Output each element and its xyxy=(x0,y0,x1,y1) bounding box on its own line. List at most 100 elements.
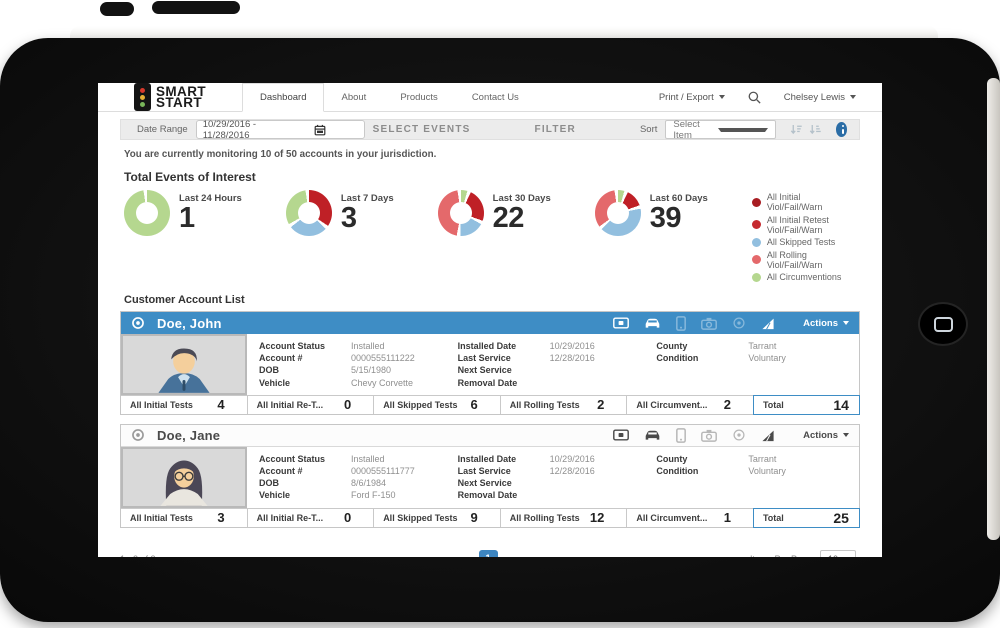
detail-column: Account Status Installed Account #0000555… xyxy=(259,453,415,501)
events-row: Last 24 Hours 1 Last 7 Days 3 Last 30 Da… xyxy=(124,190,856,282)
home-button xyxy=(918,302,968,346)
smart-start-logo[interactable]: SMART START xyxy=(134,83,206,111)
power-button xyxy=(100,2,134,16)
donut-last-24-hours: Last 24 Hours 1 xyxy=(124,190,242,236)
donut-chart xyxy=(437,190,484,236)
donut-last-60-days: Last 60 Days 39 xyxy=(594,190,708,236)
camera-icon[interactable] xyxy=(701,429,718,442)
legend-dot xyxy=(751,197,761,207)
avatar xyxy=(121,446,247,508)
id-card-icon[interactable] xyxy=(613,428,630,442)
car-icon[interactable] xyxy=(644,428,661,442)
tablet-right-edge xyxy=(987,78,1000,540)
sort-descending-icon[interactable] xyxy=(809,123,822,136)
calendar-icon[interactable] xyxy=(283,124,357,136)
stat-cell: All Initial Re-T... 0 xyxy=(246,508,374,527)
donut-chart xyxy=(594,190,641,236)
account-card-jane: Doe, Jane Actions xyxy=(120,423,860,528)
location-target-icon[interactable] xyxy=(732,316,746,330)
caret-down-icon xyxy=(718,95,725,99)
dashboard-screen: SMART START Dashboard About Products Con… xyxy=(98,83,882,557)
signal-icon[interactable] xyxy=(761,317,775,330)
sort-label: Sort xyxy=(639,124,658,135)
top-nav: SMART START Dashboard About Products Con… xyxy=(98,83,882,112)
phone-icon[interactable] xyxy=(676,315,687,331)
signal-icon[interactable] xyxy=(761,429,775,442)
date-range-input[interactable]: 10/29/2016 - 11/28/2016 xyxy=(195,119,365,141)
items-per-page-label: Items Per Page xyxy=(750,554,812,557)
detail-column: Installed Date 10/29/2016 Last Service 12/… xyxy=(457,453,595,501)
caret-down-icon xyxy=(850,95,856,99)
eye-icon[interactable] xyxy=(131,316,145,330)
pagination-range: 1 - 2 of 2 xyxy=(120,554,479,557)
detail-column: County Tarrant Condition Voluntary xyxy=(656,453,786,477)
actions-menu[interactable]: Actions xyxy=(803,318,849,329)
stat-cell: All Initial Tests 3 xyxy=(130,510,225,526)
user-name: Chelsey Lewis xyxy=(783,91,845,103)
stat-cell-total: Total 14 xyxy=(752,394,860,415)
events-section-title: Total Events of Interest xyxy=(124,170,256,184)
legend-item: All Circumventions xyxy=(751,272,856,282)
traffic-light-icon xyxy=(134,83,151,111)
events-legend: All Initial Viol/Fail/Warn All Initial R… xyxy=(751,190,856,282)
stat-cell-total: Total 25 xyxy=(752,507,860,528)
account-name[interactable]: Doe, Jane xyxy=(157,427,221,443)
phone-icon[interactable] xyxy=(676,427,687,443)
legend-dot xyxy=(751,237,761,247)
legend-item: All Initial Viol/Fail/Warn xyxy=(751,192,856,212)
detail-column: County Tarrant Condition Voluntary xyxy=(656,341,786,364)
sort-select[interactable]: Select Item xyxy=(665,119,776,141)
select-events-button[interactable]: SELECT EVENTS xyxy=(372,124,471,135)
stats-row: All Initial Tests 3 All Initial Re-T... 0 … xyxy=(121,507,860,528)
legend-dot xyxy=(751,255,761,264)
detail-column: Account Status Installed Account #0000555… xyxy=(259,341,415,388)
stat-cell: All Skipped Tests 9 xyxy=(373,508,500,527)
items-per-page-select[interactable]: 10 xyxy=(820,550,856,557)
legend-item: All Skipped Tests xyxy=(751,237,856,247)
eye-icon[interactable] xyxy=(131,428,145,442)
tab-products[interactable]: Products xyxy=(400,91,438,103)
donut-last-30-days: Last 30 Days 22 xyxy=(437,190,551,236)
caret-down-icon xyxy=(717,127,768,132)
page-1-button[interactable]: 1 xyxy=(478,549,498,557)
monitoring-summary: You are currently monitoring 10 of 50 ac… xyxy=(124,149,437,160)
stat-cell: All Initial Re-T... 0 xyxy=(246,395,374,414)
id-card-icon[interactable] xyxy=(613,316,630,330)
legend-dot xyxy=(751,220,761,229)
donut-last-7-days: Last 7 Days 3 xyxy=(285,190,394,236)
tab-about[interactable]: About xyxy=(341,91,367,103)
account-name[interactable]: Doe, John xyxy=(157,315,222,331)
location-target-icon[interactable] xyxy=(732,428,746,442)
detail-column: Installed Date 10/29/2016 Last Service 12/… xyxy=(457,341,595,388)
search-icon[interactable] xyxy=(747,90,762,105)
stat-cell: All Circumvent... 1 xyxy=(626,508,753,527)
legend-item: All Initial Retest Viol/Fail/Warn xyxy=(751,215,856,235)
donut-chart xyxy=(285,190,332,236)
nav-tabs: Dashboard About Products Contact Us xyxy=(242,83,536,112)
stat-cell: All Rolling Tests 2 xyxy=(499,395,627,414)
donut-chart xyxy=(124,190,170,236)
print-export-menu[interactable]: Print / Export xyxy=(659,92,725,103)
filter-button[interactable]: FILTER xyxy=(534,124,576,135)
logo-line2: START xyxy=(156,95,202,110)
pagination: 1 - 2 of 2 1 Items Per Page 10 xyxy=(120,549,856,557)
camera-icon[interactable] xyxy=(701,317,718,330)
sort-ascending-icon[interactable] xyxy=(790,123,803,136)
home-button-glyph xyxy=(933,316,953,332)
car-icon[interactable] xyxy=(644,316,661,330)
legend-dot xyxy=(751,272,761,282)
tab-dashboard[interactable]: Dashboard xyxy=(242,83,325,112)
stat-cell: All Circumvent... 2 xyxy=(626,395,753,414)
tab-contact-us[interactable]: Contact Us xyxy=(471,91,519,103)
account-card-john: Doe, John Actions xyxy=(120,311,860,415)
user-menu[interactable]: Chelsey Lewis xyxy=(784,92,856,103)
info-icon[interactable] xyxy=(835,122,847,137)
avatar xyxy=(121,334,247,395)
date-range-label: Date Range xyxy=(137,124,188,135)
account-list-title: Customer Account List xyxy=(124,294,245,306)
actions-menu[interactable]: Actions xyxy=(803,430,849,441)
stats-row: All Initial Tests 4 All Initial Re-T... 0 … xyxy=(121,394,860,415)
caret-down-icon xyxy=(843,433,849,438)
legend-item: All Rolling Viol/Fail/Warn xyxy=(751,250,856,270)
